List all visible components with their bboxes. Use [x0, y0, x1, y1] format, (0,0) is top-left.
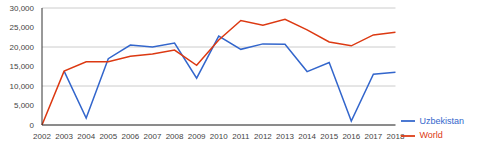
svg-text:2018: 2018 — [387, 132, 405, 141]
svg-text:2017: 2017 — [364, 132, 382, 141]
svg-text:2015: 2015 — [320, 132, 338, 141]
svg-text:2012: 2012 — [254, 132, 272, 141]
svg-text:20,000: 20,000 — [10, 43, 35, 52]
svg-text:2010: 2010 — [210, 132, 228, 141]
html-text:World: World — [419, 130, 443, 141]
html-text:Uzbekistan: Uzbekistan — [419, 115, 464, 126]
svg-text:2002: 2002 — [33, 132, 51, 141]
svg-text:2009: 2009 — [188, 132, 206, 141]
svg-text:30,000: 30,000 — [10, 4, 35, 13]
svg-text:2011: 2011 — [232, 132, 250, 141]
svg-text:2004: 2004 — [77, 132, 95, 141]
svg-text:2008: 2008 — [166, 132, 184, 141]
svg-text:2006: 2006 — [121, 132, 139, 141]
svg-text:2007: 2007 — [144, 132, 162, 141]
svg-text:5,000: 5,000 — [14, 101, 35, 110]
svg-text:0: 0 — [30, 121, 35, 130]
svg-text:2003: 2003 — [55, 132, 73, 141]
svg-text:2013: 2013 — [276, 132, 294, 141]
svg-text:25,000: 25,000 — [10, 23, 35, 32]
svg-text:2016: 2016 — [342, 132, 360, 141]
svg-text:2014: 2014 — [298, 132, 316, 141]
svg-text:15,000: 15,000 — [10, 62, 35, 71]
svg-text:10,000: 10,000 — [10, 82, 35, 91]
svg-text:2005: 2005 — [99, 132, 117, 141]
